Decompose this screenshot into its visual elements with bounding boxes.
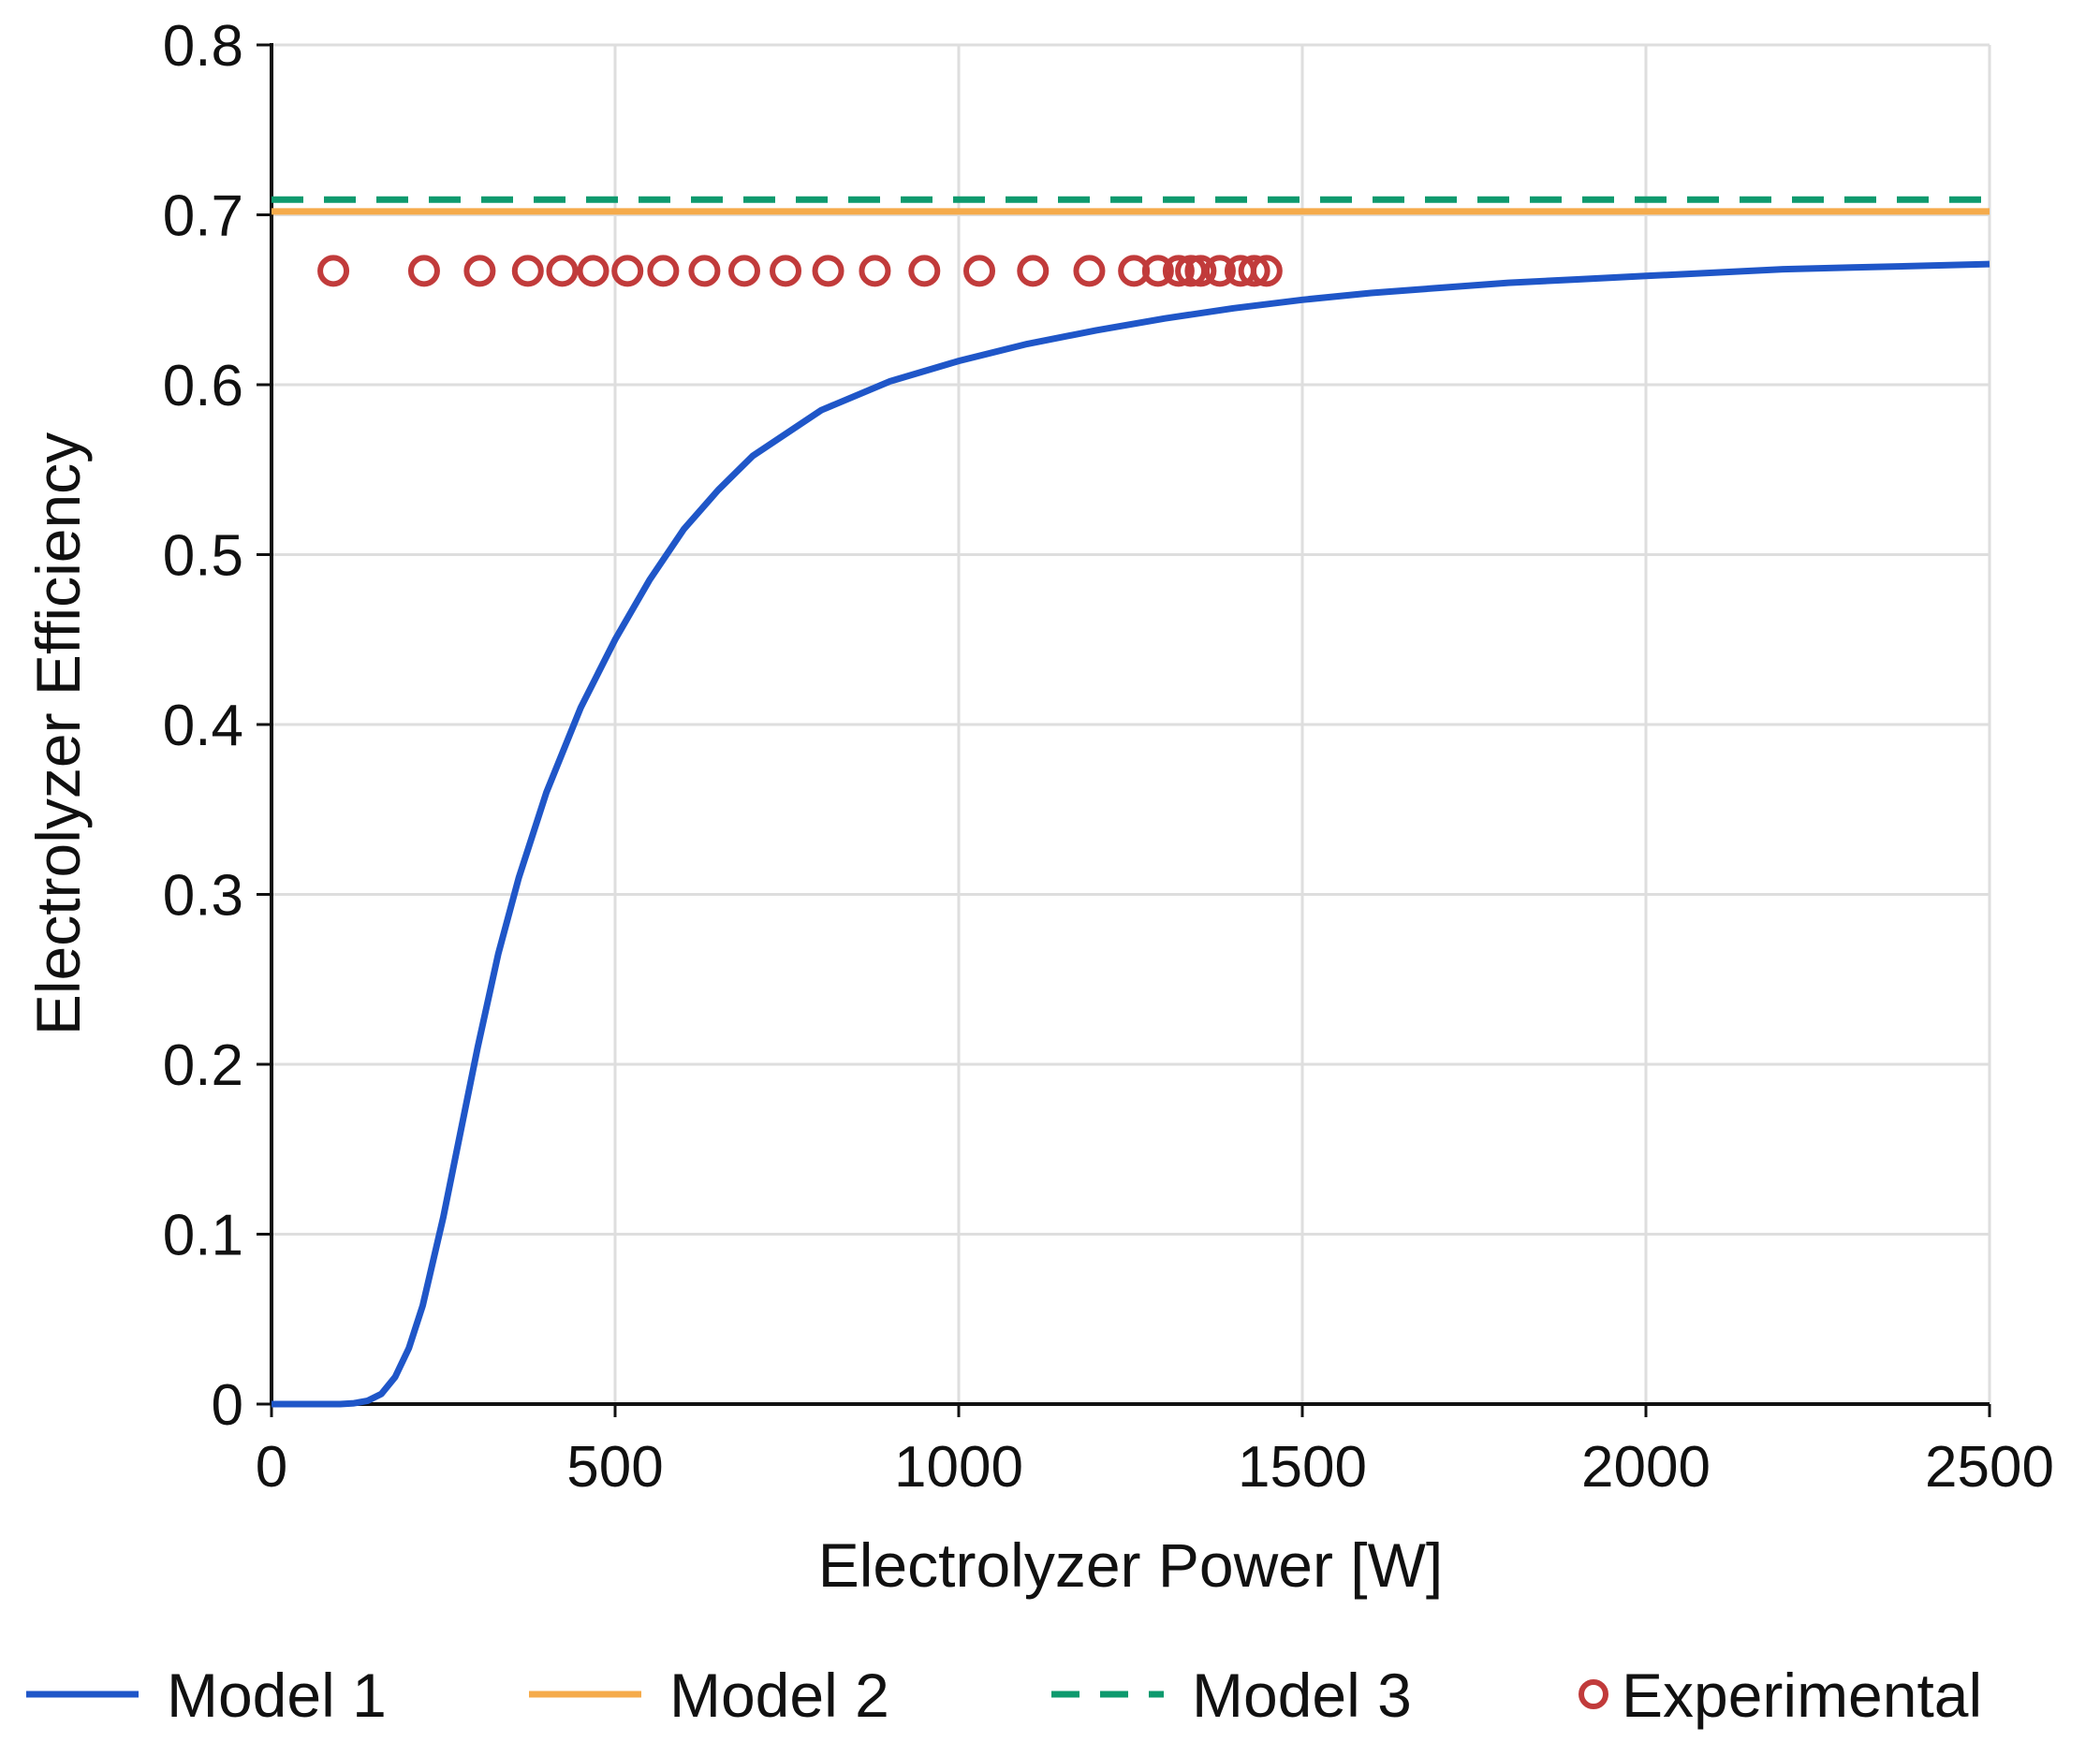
experimental-point	[463, 255, 496, 287]
experimental-point	[611, 255, 644, 287]
experimental-point	[1250, 255, 1283, 287]
experimental-point	[859, 255, 891, 287]
y-axis-title: Electrolyzer Efficiency	[23, 432, 93, 1035]
legend: Model 1 Model 2 Model 3 Experimental	[26, 1661, 1982, 1730]
legend-item-model-3: Model 3	[1051, 1661, 1412, 1730]
experimental-point	[1141, 255, 1174, 287]
experimental-point	[407, 255, 440, 287]
legend-item-model-1: Model 1	[26, 1661, 387, 1730]
series-line-model-1	[272, 260, 1990, 1408]
y-tick-label: 0.8	[163, 14, 243, 79]
y-tick-label: 0.5	[163, 524, 243, 589]
x-axis-title: Electrolyzer Power [W]	[818, 1530, 1443, 1600]
experimental-point	[1203, 255, 1236, 287]
experimental-point	[1238, 255, 1270, 287]
legend-marker-experimental	[1579, 1679, 1608, 1709]
experimental-point	[727, 255, 760, 287]
y-tick-label: 0.7	[163, 184, 243, 249]
experimental-point	[963, 255, 996, 287]
experimental-point	[688, 255, 721, 287]
x-tick-label: 500	[566, 1435, 663, 1500]
legend-label-model-3: Model 3	[1192, 1661, 1412, 1730]
legend-item-model-2: Model 2	[529, 1661, 889, 1730]
experimental-point	[317, 255, 350, 287]
legend-label-model-2: Model 2	[669, 1661, 889, 1730]
grid	[272, 43, 1991, 1404]
x-tick-label: 1000	[894, 1435, 1023, 1500]
legend-label-experimental: Experimental	[1622, 1661, 1982, 1730]
experimental-point	[770, 255, 802, 287]
legend-label-model-1: Model 1	[167, 1661, 387, 1730]
x-tick-label: 2500	[1925, 1435, 2054, 1500]
experimental-point	[511, 255, 544, 287]
experimental-point	[1162, 255, 1195, 287]
ticks: 0 500 1000 1500 2000 2500 0 0.1 0.2 0.3 0.4 0.5 0.6 0…	[163, 14, 2054, 1500]
experimental-point	[1073, 255, 1106, 287]
x-tick-label: 1500	[1238, 1435, 1367, 1500]
experimental-point	[1017, 255, 1050, 287]
series-layer	[272, 196, 1990, 1408]
y-tick-label: 0.6	[163, 354, 243, 418]
experimental-point	[647, 255, 680, 287]
x-tick-label: 2000	[1581, 1435, 1711, 1500]
experimental-point	[577, 255, 609, 287]
y-tick-label: 0.2	[163, 1033, 243, 1098]
experimental-point	[812, 255, 844, 287]
experimental-point	[908, 255, 941, 287]
experimental-point	[546, 255, 579, 287]
y-tick-label: 0.1	[163, 1204, 243, 1268]
experimental-point	[1184, 255, 1217, 287]
x-tick-label: 0	[256, 1435, 287, 1500]
y-tick-label: 0.4	[163, 694, 243, 758]
legend-item-experimental: Experimental	[1579, 1661, 1982, 1730]
y-tick-label: 0.3	[163, 864, 243, 929]
y-tick-label: 0	[212, 1373, 243, 1438]
